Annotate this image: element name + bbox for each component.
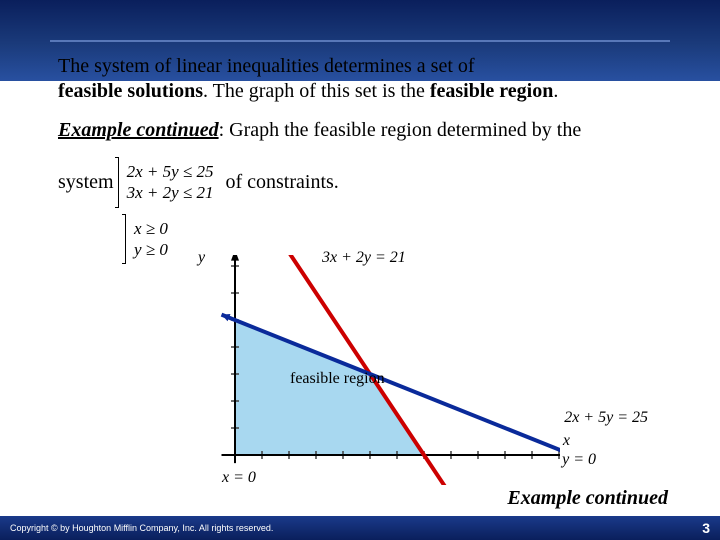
constraint-2: 3x + 2y ≤ 21 <box>127 183 214 202</box>
intro-paragraph: The system of linear inequalities determ… <box>58 54 670 104</box>
y-eq-0-label: y = 0 <box>562 451 596 469</box>
blue-line-label: 2x + 5y = 25 <box>564 409 648 427</box>
constraints-brace: 2x + 5y ≤ 25 3x + 2y ≤ 21 <box>118 157 220 208</box>
x-eq-0-label: x = 0 <box>222 469 256 487</box>
intro-period: . <box>553 80 558 102</box>
header-rule <box>50 40 670 42</box>
example-continued-footer: Example continued <box>507 487 668 510</box>
constraint-4: y ≥ 0 <box>134 240 168 259</box>
nonneg-brace: x ≥ 0 y ≥ 0 <box>125 214 174 265</box>
intro-line1: The system of linear inequalities determ… <box>58 55 475 77</box>
copyright-text: Copyright © by Houghton Mifflin Company,… <box>10 523 273 533</box>
feasible-region-label: feasible region <box>290 370 385 388</box>
of-constraints: of constraints. <box>225 171 338 194</box>
y-axis-label: y <box>198 249 205 267</box>
system-word: system <box>58 171 114 194</box>
example-heading-line: Example continued: Graph the feasible re… <box>58 118 670 143</box>
system-row: system 2x + 5y ≤ 25 3x + 2y ≤ 21 of cons… <box>58 157 670 208</box>
example-heading: Example continued <box>58 119 219 141</box>
example-tail: : Graph the feasible region determined b… <box>219 119 582 141</box>
slide-content: The system of linear inequalities determ… <box>58 54 670 270</box>
footer-bar: Copyright © by Houghton Mifflin Company,… <box>0 516 720 540</box>
term-feasible-solutions: feasible solutions <box>58 80 203 102</box>
constraint-3: x ≥ 0 <box>134 219 168 238</box>
page-number: 3 <box>702 520 710 536</box>
constraint-1: 2x + 5y ≤ 25 <box>127 162 214 181</box>
x-axis-label: x <box>563 432 570 450</box>
graph: y x feasible region x = 0 y = 0 3x + 2y … <box>200 255 560 485</box>
red-line-label: 3x + 2y = 21 <box>322 249 406 267</box>
intro-mid: . The graph of this set is the <box>203 80 430 102</box>
term-feasible-region: feasible region <box>430 80 554 102</box>
